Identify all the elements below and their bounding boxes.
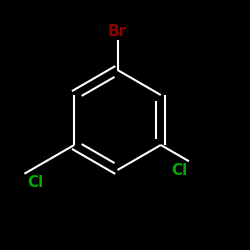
Text: Br: Br <box>108 24 127 39</box>
Text: Cl: Cl <box>172 162 188 178</box>
Text: Cl: Cl <box>27 175 43 190</box>
